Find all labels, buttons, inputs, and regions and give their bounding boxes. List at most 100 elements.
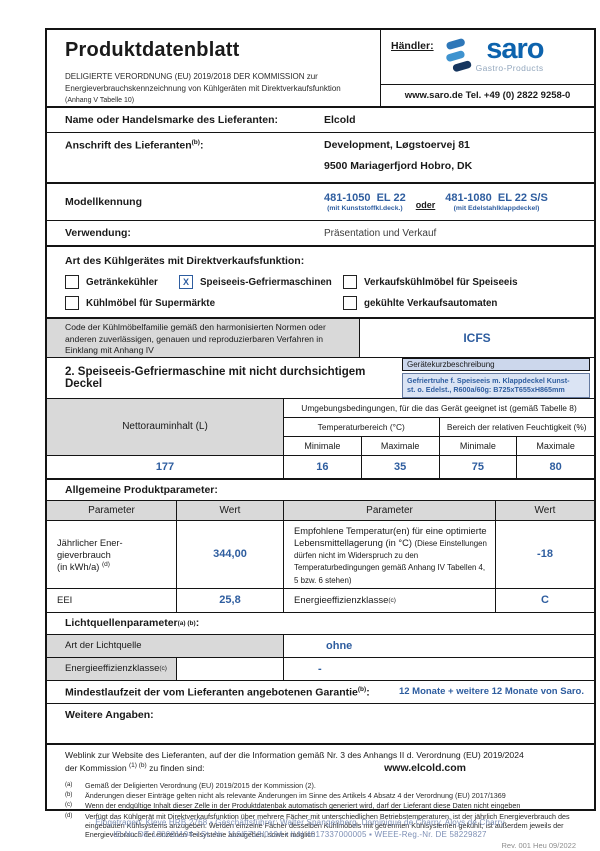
supplier-address-row: Anschrift des Lieferanten(b): Developmen… — [47, 132, 594, 182]
ambient-header: Umgebungsbedingungen, für die das Gerät … — [284, 399, 594, 418]
checkbox-item-verkaufskuehlmoebel: Verkaufskühlmöbel für Speiseeis — [343, 275, 518, 289]
checkbox-gekuehlte-verkaufsautomaten — [343, 296, 357, 310]
light-params-footnote-ref: (a) (b) — [177, 619, 196, 627]
checkbox-item-kuehlmoebel-supermaerkte: Kühlmöbel für Supermärkte — [65, 296, 343, 310]
supplier-name-row: Name oder Handelsmarke des Lieferanten: … — [47, 106, 594, 132]
col-header-wert-1: Wert — [177, 500, 284, 520]
recommended-temp-label: Empfohlene Temperatur(en) für eine optim… — [284, 520, 496, 588]
guarantee-footnote-ref: (b) — [357, 685, 367, 693]
footnote-c: (c) Wenn der endgültige Inhalt dieser Ze… — [65, 801, 580, 810]
usage-row: Verwendung: Präsentation und Verkauf — [47, 220, 594, 245]
footnote-text: Gemäß der Deligierten Verordnung (EU) 20… — [85, 780, 316, 790]
model-or-label: oder — [415, 200, 436, 210]
address-line-1: Development, Løgstoervej 81 — [324, 139, 470, 151]
humidity-min-header: Minimale — [440, 436, 518, 455]
supplier-website-link[interactable]: www.elcold.com — [384, 762, 466, 775]
light-source-type-label: Art der Lichtquelle — [47, 634, 284, 657]
model-note-1: (mit Kunststoffkl.deck.) — [327, 205, 403, 212]
guarantee-label: Mindestlaufzeit der vom Lieferanten ange… — [65, 685, 370, 699]
temperature-range-header: Temperaturbereich (°C) — [284, 417, 440, 436]
empty-cell — [177, 657, 284, 680]
humidity-min-value: 75 — [440, 455, 518, 478]
annual-energy-label-line3: (in kWh/a) (d) — [57, 561, 110, 573]
weblink-label-line2: der Kommission (1) (b) zu finden sind: w… — [65, 761, 584, 776]
checkbox-label: Verkaufskühlmöbel für Speiseeis — [364, 276, 518, 288]
model-variant-1: 481-1050 EL 22 (mit Kunststoffkl.deck.) — [324, 192, 406, 212]
volume-table-header: Nettorauminhalt (L) Umgebungsbedingungen… — [47, 398, 594, 455]
guarantee-value: 12 Monate + weitere 12 Monate von Saro. — [398, 686, 584, 698]
section2-heading: 2. Speiseeis-Gefriermaschine mit nicht d… — [65, 365, 366, 390]
check-x-mark: X — [182, 277, 189, 287]
temp-min-header: Minimale — [284, 436, 362, 455]
short-description-text: Gefriertruhe f. Speiseeis m. Klappdeckel… — [402, 373, 590, 398]
humidity-max-value: 80 — [549, 460, 562, 473]
model-values: 481-1050 EL 22 (mit Kunststoffkl.deck.) … — [324, 192, 548, 212]
checkbox-label: gekühlte Verkaufsautomaten — [364, 297, 498, 309]
footnote-b: (b) Änderungen dieser Einträge gelten ni… — [65, 791, 580, 800]
address-line-2: 9500 Mariagerfjord Hobro, DK — [324, 160, 473, 172]
footnote-a: (a) Gemäß der Deligierten Verordnung (EU… — [65, 781, 580, 790]
temp-max-header: Maximale — [362, 436, 440, 455]
checkbox-row-1: Getränkekühler X Speiseeis-Gefriermaschi… — [65, 275, 594, 289]
volume-ambient-table: Nettorauminhalt (L) Umgebungsbedingungen… — [47, 397, 594, 478]
energy-class-label: Energieeffizienzklasse (c) — [284, 588, 496, 612]
page-title: Produktdatenblatt — [65, 39, 240, 61]
light-energy-class-footnote-ref: (c) — [159, 665, 167, 673]
temp-max-value: 35 — [362, 455, 440, 478]
footnote-marker: (d) — [65, 812, 73, 819]
model-label: Modellkennung — [65, 196, 142, 208]
light-params-heading: Lichtquellenparameter (a) (b): — [47, 611, 594, 634]
saro-contact[interactable]: www.saro.de Tel. +49 (0) 2822 9258-0 — [381, 84, 594, 106]
footer-line-2: ID-Nr. DE 120061194 ▪ St.-Nr. 116/5718/0… — [113, 830, 487, 839]
model-variant-2: 481-1080 EL 22 S/S (mit Edelstahlklappde… — [445, 192, 548, 212]
humidity-range-header: Bereich der relativen Feuchtigkeit (%) — [446, 421, 587, 432]
supplier-name-value: Elcold — [324, 114, 356, 126]
regulation-subtitle-line1: DELIGIERTE VERORDNUNG (EU) 2019/2018 DER… — [65, 72, 318, 81]
saro-logo-icon — [445, 38, 471, 72]
checkbox-kuehlmoebel-supermaerkte — [65, 296, 79, 310]
device-short-description: Gerätekurzbeschreibung Gefriertruhe f. S… — [402, 358, 590, 398]
annual-energy-label-line2: gieverbrauch — [57, 550, 111, 561]
footer-line-1: Eingetragen: Kleve HRB 2768 ▪ Geschäftsf… — [95, 818, 505, 827]
dealer-block: Händler: saro Gastro-Products — [380, 30, 594, 106]
usage-label: Verwendung: — [65, 227, 131, 239]
recommended-temp-value: -18 — [537, 548, 553, 561]
energy-class-footnote-ref: (c) — [388, 596, 396, 604]
weblink-label-pre: der Kommission (1) (b) zu finden sind: — [65, 762, 205, 774]
model-number-1: 481-1050 EL 22 — [324, 192, 406, 204]
checkbox-getraenkekuehler — [65, 275, 79, 289]
light-source-type-row: Art der Lichtquelle ohne — [47, 633, 594, 657]
header: Produktdatenblatt DELIGIERTE VERORDNUNG … — [47, 30, 594, 106]
saro-logo: saro Gastro-Products — [442, 33, 544, 84]
regulation-subtitle-line2: Energieverbrauchskennzeichnung von Kühlg… — [65, 84, 341, 94]
light-source-type-value: ohne — [326, 639, 353, 652]
ambient-conditions: Umgebungsbedingungen, für die das Gerät … — [284, 399, 594, 455]
checkbox-row-2: Kühlmöbel für Supermärkte gekühlte Verka… — [65, 296, 594, 310]
saro-wordmark: saro — [486, 33, 544, 65]
appliance-type-section: Art des Kühlgerätes mit Direktverkaufsfu… — [47, 245, 594, 317]
col-header-parameter-2: Parameter — [284, 500, 496, 520]
weblink-footnote-ref: (1) (b) — [129, 762, 147, 770]
checkbox-item-gekuehlte-verkaufsautomaten: gekühlte Verkaufsautomaten — [343, 296, 497, 310]
annual-energy-value: 344,00 — [177, 520, 284, 588]
short-description-line2: st. o. Edelst., R600a/60g: B725xT655xH86… — [407, 385, 565, 395]
company-footer: Eingetragen: Kleve HRB 2768 ▪ Geschäftsf… — [0, 817, 600, 841]
light-energy-class-value: - — [318, 662, 322, 675]
light-energy-class-row: Energieeffizienzklasse (c) - — [47, 656, 594, 680]
weblink-row: Weblink zur Website des Lieferanten, auf… — [47, 742, 594, 777]
header-left: Produktdatenblatt DELIGIERTE VERORDNUNG … — [47, 30, 380, 106]
product-datasheet: Produktdatenblatt DELIGIERTE VERORDNUNG … — [45, 28, 596, 850]
checkbox-label: Kühlmöbel für Supermärkte — [86, 297, 216, 309]
model-number-2: 481-1080 EL 22 S/S — [445, 192, 548, 204]
energy-class-value: C — [541, 594, 549, 607]
eei-value: 25,8 — [177, 588, 284, 612]
dealer-label: Händler: — [391, 40, 434, 52]
checkbox-item-getraenkekuehler: Getränkekühler — [65, 275, 179, 289]
short-description-line1: Gefriertruhe f. Speiseeis m. Klappdeckel… — [407, 376, 570, 385]
volume-table-values: 177 16 35 75 80 — [47, 454, 594, 478]
model-row: Modellkennung 481-1050 EL 22 (mit Kunsts… — [47, 182, 594, 220]
footnote-text: Wenn der endgültige Inhalt dieser Zelle … — [85, 801, 521, 811]
supplier-address-value: Development, Løgstoervej 81 9500 Mariage… — [324, 139, 472, 181]
footnote-marker: (b) — [65, 791, 73, 798]
general-params-header-row: Parameter Wert Parameter Wert — [47, 499, 594, 520]
